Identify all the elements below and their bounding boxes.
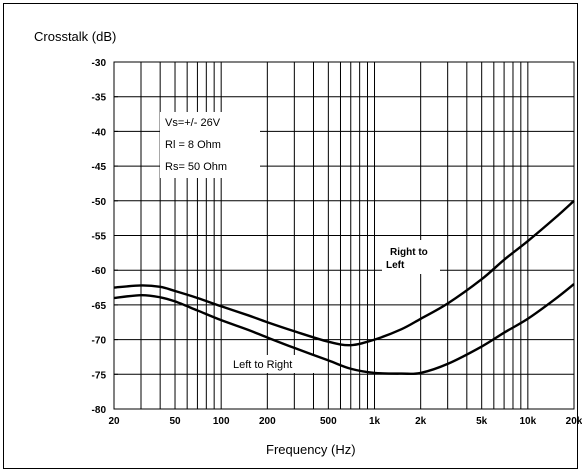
params-box-background bbox=[160, 112, 260, 178]
x-tick-label: 20 bbox=[108, 416, 120, 427]
y-tick-label: -70 bbox=[92, 336, 107, 347]
x-tick-label: 10k bbox=[519, 416, 536, 427]
annotation-right-to-left-line1: Right to bbox=[390, 247, 428, 258]
series-lines bbox=[113, 199, 575, 376]
x-tick-label: 1k bbox=[369, 416, 381, 427]
y-tick-label: -30 bbox=[92, 58, 107, 69]
y-tick-label: -60 bbox=[92, 266, 107, 277]
x-tick-label: 500 bbox=[320, 416, 337, 427]
x-tick-label: 200 bbox=[259, 416, 276, 427]
x-tick-label: 5k bbox=[476, 416, 488, 427]
annotation-supply-voltage: Vs=+/- 26V bbox=[165, 117, 221, 129]
x-axis-label: Frequency (Hz) bbox=[266, 442, 356, 457]
y-tick-label: -40 bbox=[92, 127, 107, 138]
y-tick-label: -65 bbox=[92, 301, 107, 312]
x-tick-labels: 20 50 100 200 500 1k 2k 5k 10k 20k bbox=[108, 416, 582, 427]
series-line-left-to-right bbox=[113, 283, 575, 376]
annotation-load-resistance: Rl = 8 Ohm bbox=[165, 139, 221, 151]
x-tick-label: 2k bbox=[415, 416, 427, 427]
y-tick-label: -35 bbox=[92, 93, 107, 104]
annotation-right-to-left-line2: Left bbox=[386, 260, 405, 271]
annotation-source-resistance: Rs= 50 Ohm bbox=[165, 161, 227, 173]
y-tick-label: -50 bbox=[92, 197, 107, 208]
series-line-right-to-left bbox=[113, 199, 575, 347]
y-tick-label: -75 bbox=[92, 370, 107, 381]
y-axis-label: Crosstalk (dB) bbox=[34, 29, 116, 44]
x-tick-label: 100 bbox=[213, 416, 230, 427]
y-tick-label: -80 bbox=[92, 405, 107, 416]
y-tick-label: -55 bbox=[92, 232, 107, 243]
x-tick-label: 50 bbox=[169, 416, 181, 427]
x-tick-label: 20k bbox=[566, 416, 582, 427]
right-to-left-box-background bbox=[382, 240, 440, 274]
annotation-left-to-right: Left to Right bbox=[233, 359, 292, 371]
y-tick-label: -45 bbox=[92, 162, 107, 173]
y-tick-labels: -30 -35 -40 -45 -50 -55 -60 -65 -70 -75 -80 bbox=[92, 58, 118, 416]
left-to-right-box-background bbox=[228, 355, 316, 373]
annotation-backgrounds bbox=[160, 112, 440, 373]
